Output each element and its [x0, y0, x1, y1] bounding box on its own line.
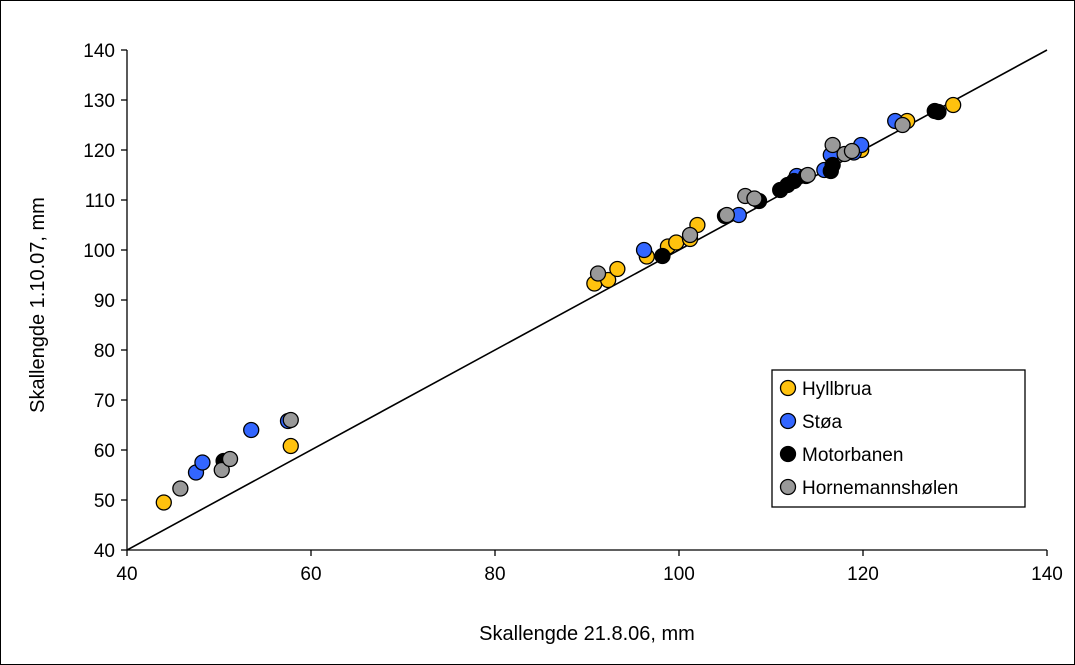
y-tick-label: 70: [94, 391, 115, 412]
data-point: [243, 421, 260, 439]
data-point: [635, 241, 653, 259]
legend-label: Motorbanen: [802, 445, 903, 466]
data-point: [746, 190, 763, 207]
x-tick-label: 60: [300, 564, 321, 585]
legend-label: Hyllbrua: [802, 379, 872, 400]
legend-marker: [779, 478, 797, 496]
data-point: [213, 461, 230, 479]
data-point: [824, 156, 841, 174]
data-point: [589, 265, 607, 282]
x-tick-label: 100: [663, 564, 695, 585]
reference-line-group: [126, 49, 1048, 551]
data-point: [172, 480, 189, 497]
data-point: [668, 234, 685, 251]
data-point: [681, 226, 699, 244]
y-tick-label: 40: [94, 541, 115, 562]
y-axis-title: Skallengde 1.10.07, mm: [27, 197, 49, 413]
data-point: [609, 260, 626, 278]
legend-marker: [779, 379, 797, 397]
y-tick-label: 100: [83, 241, 115, 262]
data-point: [282, 411, 299, 429]
y-tick-label: 130: [83, 91, 115, 112]
y-tick-label: 140: [83, 41, 115, 62]
series-3: [172, 116, 911, 497]
data-point: [282, 437, 299, 455]
data-point: [930, 103, 947, 121]
reference-line: [126, 49, 1048, 551]
data-point: [843, 142, 861, 160]
x-tick-label: 140: [1031, 564, 1063, 585]
data-point: [824, 136, 841, 154]
data-point: [894, 116, 911, 134]
x-tick-label: 40: [116, 564, 137, 585]
legend-label: Støa: [802, 412, 843, 433]
data-point: [654, 247, 671, 265]
x-axis-title: Skallengde 21.8.06, mm: [479, 623, 695, 645]
x-tick-label: 120: [847, 564, 879, 585]
y-tick-label: 90: [94, 291, 115, 312]
legend: Hyllbrua Støa Motorbanen Hornemannshølen: [771, 369, 1026, 508]
y-tick-label: 110: [85, 191, 115, 212]
data-point: [799, 166, 816, 184]
x-tick-label: 80: [484, 564, 505, 585]
legend-box: [771, 369, 1026, 508]
axes: 40 50 60 70 80 90 100 110 120 130 140 40 60 80 100 120 1…: [83, 41, 1063, 585]
data-point: [945, 96, 962, 114]
data-point: [221, 450, 239, 468]
data-points: [155, 96, 962, 511]
data-point: [194, 454, 211, 471]
y-tick-label: 50: [94, 491, 115, 512]
legend-label: Hornemannshølen: [802, 478, 958, 499]
legend-marker: [779, 445, 797, 463]
data-point: [155, 494, 172, 511]
data-point: [718, 206, 735, 224]
y-tick-label: 120: [83, 141, 115, 162]
y-tick-label: 60: [94, 441, 115, 462]
legend-marker: [779, 412, 797, 430]
y-tick-label: 80: [94, 341, 115, 362]
